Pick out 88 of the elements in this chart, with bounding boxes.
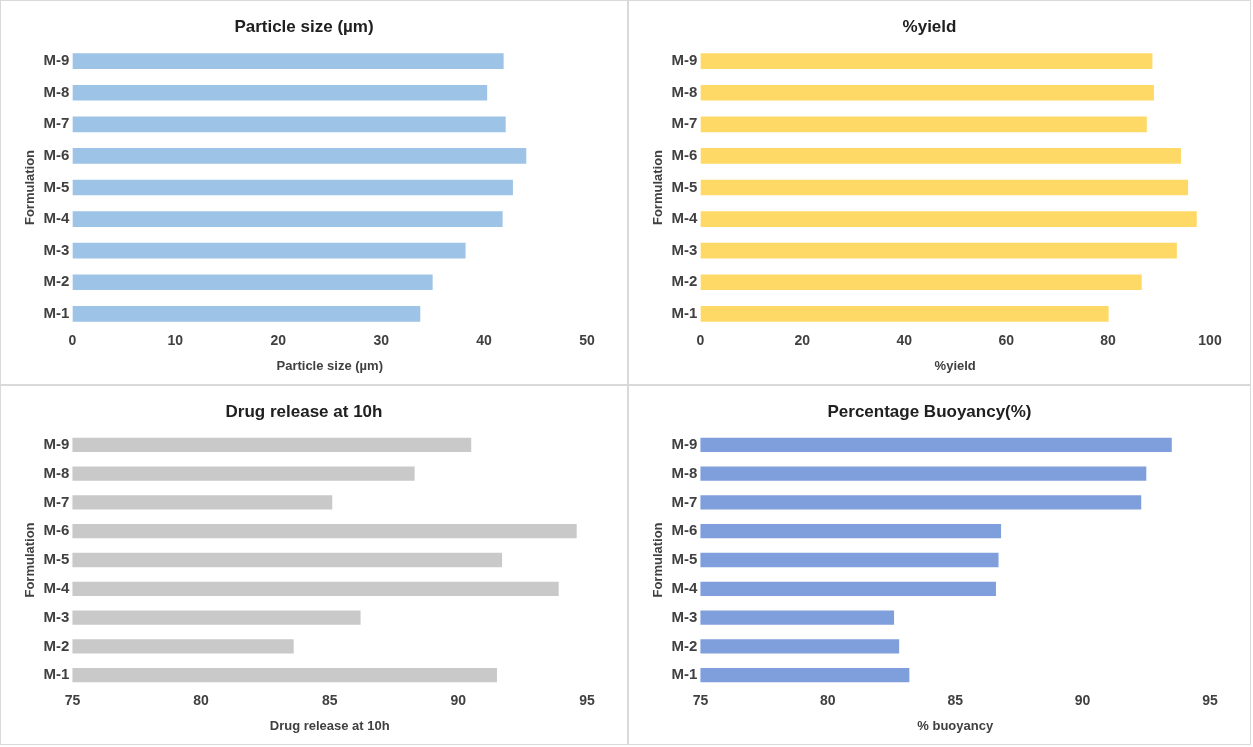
y-tick-label: M-1 bbox=[671, 665, 698, 683]
chart-title: Particle size (µm) bbox=[234, 16, 374, 36]
x-tick-label: 0 bbox=[68, 331, 77, 348]
y-tick-label: M-4 bbox=[671, 578, 699, 596]
y-tick-label: M-5 bbox=[43, 177, 70, 195]
chart-title: %yield bbox=[902, 16, 957, 36]
chart-title: Drug release at 10h bbox=[225, 401, 383, 421]
y-tick-label: M-7 bbox=[671, 114, 698, 132]
y-tick-label: M-9 bbox=[671, 51, 698, 69]
y-tick-label: M-2 bbox=[671, 636, 698, 654]
y-tick-label: M-3 bbox=[671, 240, 698, 258]
y-tick-label: M-4 bbox=[43, 209, 71, 227]
x-tick-label: 85 bbox=[947, 691, 964, 708]
x-axis-title: Particle size (µm) bbox=[276, 357, 383, 373]
y-axis-title: Formulation bbox=[22, 149, 38, 226]
y-tick-label: M-3 bbox=[671, 607, 698, 625]
bar bbox=[700, 242, 1177, 259]
y-tick-label: M-8 bbox=[43, 82, 70, 100]
y-tick-label: M-1 bbox=[671, 303, 698, 321]
x-tick-label: 95 bbox=[579, 691, 595, 708]
y-tick-label: M-4 bbox=[43, 578, 71, 596]
x-tick-label: 75 bbox=[692, 691, 709, 708]
y-tick-label: M-2 bbox=[671, 272, 698, 290]
bar bbox=[700, 211, 1197, 227]
y-tick-label: M-6 bbox=[671, 146, 698, 164]
y-tick-label: M-5 bbox=[671, 550, 698, 568]
x-tick-label: 40 bbox=[476, 331, 493, 348]
y-axis-title: Formulation bbox=[650, 522, 666, 598]
y-tick-label: M-6 bbox=[671, 521, 698, 539]
bar bbox=[72, 148, 527, 164]
x-tick-label: 80 bbox=[820, 691, 836, 708]
y-tick-label: M-1 bbox=[43, 665, 70, 683]
y-tick-label: M-9 bbox=[671, 434, 698, 452]
x-tick-label: 60 bbox=[998, 331, 1015, 348]
y-tick-label: M-6 bbox=[43, 521, 70, 539]
y-tick-label: M-8 bbox=[671, 463, 698, 481]
y-tick-label: M-7 bbox=[43, 114, 70, 132]
bar bbox=[72, 306, 421, 322]
bar bbox=[700, 148, 1181, 164]
y-tick-label: M-2 bbox=[43, 272, 70, 290]
y-tick-label: M-9 bbox=[43, 434, 70, 452]
x-tick-label: 95 bbox=[1202, 691, 1218, 708]
x-tick-label: 80 bbox=[1100, 331, 1117, 348]
y-tick-label: M-8 bbox=[43, 463, 70, 481]
x-axis-title: % buoyancy bbox=[917, 717, 994, 733]
bar bbox=[72, 179, 513, 196]
y-tick-label: M-4 bbox=[671, 209, 699, 227]
bar bbox=[72, 53, 504, 69]
x-tick-label: 90 bbox=[450, 691, 467, 708]
x-tick-label: 100 bbox=[1198, 331, 1222, 348]
bar bbox=[72, 274, 433, 291]
bar bbox=[700, 84, 1154, 101]
bar bbox=[700, 306, 1109, 322]
y-tick-label: M-2 bbox=[43, 636, 70, 654]
x-tick-label: 40 bbox=[896, 331, 913, 348]
y-tick-label: M-3 bbox=[43, 607, 70, 625]
x-tick-label: 30 bbox=[373, 331, 390, 348]
y-axis-title: Formulation bbox=[650, 149, 666, 226]
bar bbox=[700, 274, 1142, 291]
x-tick-label: 90 bbox=[1074, 691, 1091, 708]
x-tick-label: 50 bbox=[579, 331, 595, 348]
y-tick-label: M-3 bbox=[43, 240, 70, 258]
y-tick-label: M-1 bbox=[43, 303, 70, 321]
chart-title: Percentage Buoyancy(%) bbox=[827, 401, 1032, 421]
y-tick-label: M-8 bbox=[671, 82, 698, 100]
y-tick-label: M-5 bbox=[43, 550, 70, 568]
bar bbox=[700, 179, 1189, 196]
y-axis-title: Formulation bbox=[22, 522, 38, 598]
y-tick-label: M-7 bbox=[671, 492, 698, 510]
x-tick-label: 20 bbox=[794, 331, 811, 348]
x-axis-title: %yield bbox=[934, 357, 976, 373]
x-tick-label: 85 bbox=[321, 691, 338, 708]
x-tick-label: 0 bbox=[696, 331, 705, 348]
y-tick-label: M-9 bbox=[43, 51, 70, 69]
bar bbox=[72, 242, 466, 259]
bar bbox=[72, 116, 506, 133]
x-tick-label: 80 bbox=[193, 691, 210, 708]
y-tick-label: M-6 bbox=[43, 146, 70, 164]
x-tick-label: 20 bbox=[270, 331, 287, 348]
y-tick-label: M-5 bbox=[671, 177, 698, 195]
y-tick-label: M-7 bbox=[43, 492, 70, 510]
x-tick-label: 75 bbox=[64, 691, 81, 708]
x-axis-title: Drug release at 10h bbox=[269, 717, 390, 733]
bar bbox=[700, 116, 1147, 133]
bar bbox=[72, 84, 488, 101]
bar bbox=[72, 211, 503, 227]
x-tick-label: 10 bbox=[167, 331, 184, 348]
bar bbox=[700, 53, 1153, 69]
